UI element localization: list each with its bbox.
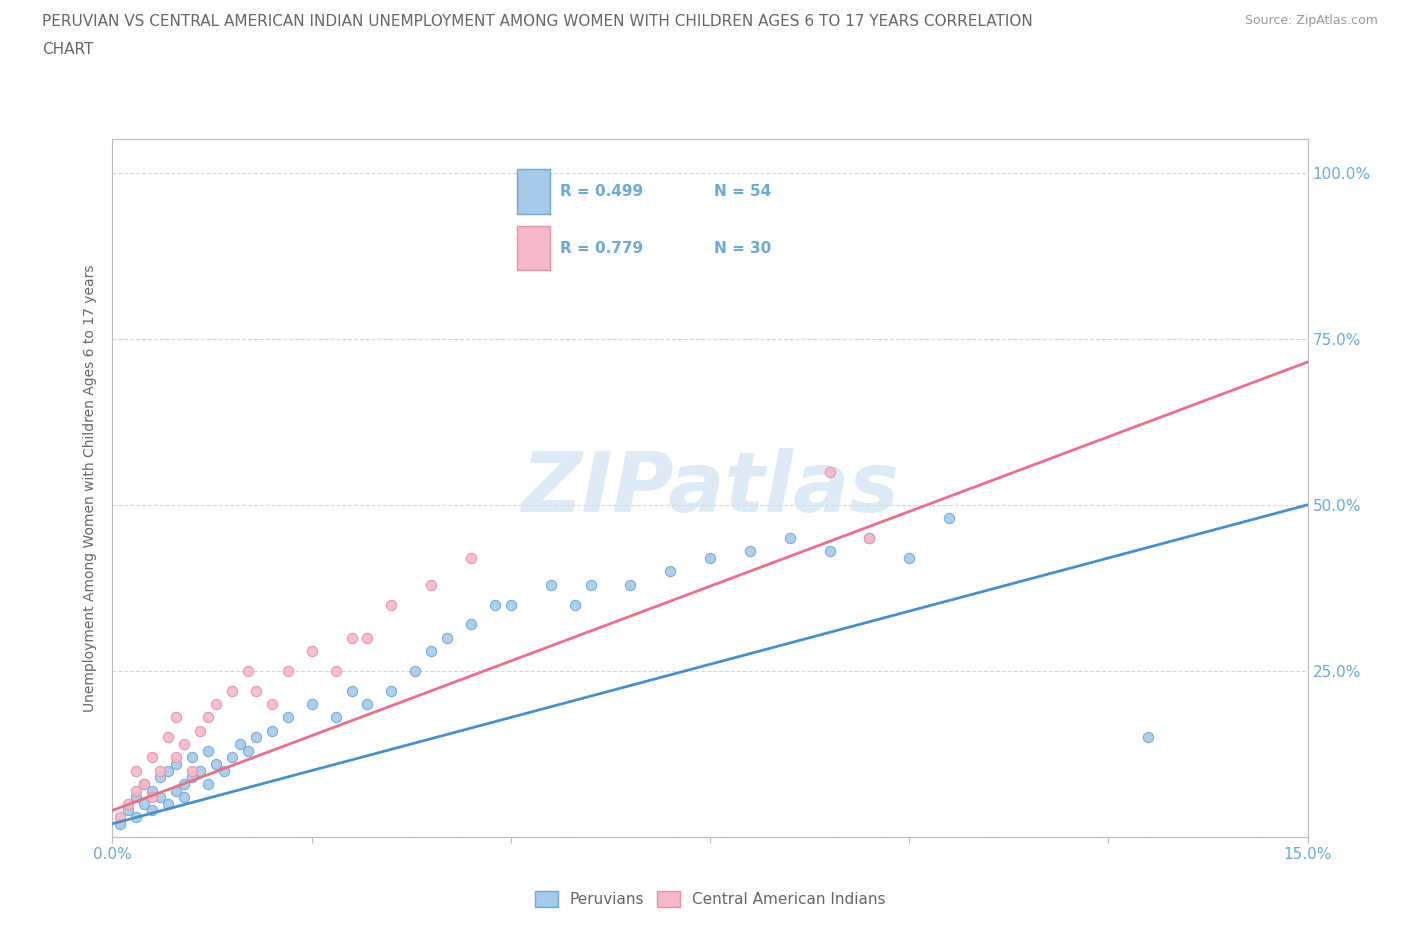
- Point: [125, 783, 148, 798]
- Point: [325, 663, 347, 678]
- Point: [110, 810, 132, 825]
- Point: [117, 796, 139, 811]
- Point: [460, 617, 482, 631]
- Point: [197, 777, 219, 791]
- Point: [236, 663, 259, 678]
- Point: [277, 663, 299, 678]
- Point: [404, 663, 426, 678]
- Point: [221, 750, 243, 764]
- Point: [173, 790, 195, 804]
- Point: [188, 764, 211, 778]
- Point: [181, 764, 204, 778]
- Point: [165, 750, 187, 764]
- Point: [149, 764, 172, 778]
- Point: [157, 764, 180, 778]
- Point: [499, 597, 522, 612]
- Point: [181, 750, 204, 764]
- Point: [818, 544, 841, 559]
- Point: [420, 578, 443, 592]
- Point: [134, 777, 156, 791]
- Point: [340, 684, 363, 698]
- Point: [141, 750, 163, 764]
- Point: [380, 684, 402, 698]
- Point: [738, 544, 761, 559]
- Point: [245, 684, 267, 698]
- Point: [938, 511, 960, 525]
- Point: [197, 710, 219, 724]
- Point: [420, 644, 443, 658]
- Point: [325, 710, 347, 724]
- Point: [301, 644, 323, 658]
- Point: [858, 531, 880, 546]
- Point: [436, 631, 458, 645]
- Point: [540, 578, 562, 592]
- Point: [125, 810, 148, 825]
- Point: [141, 790, 163, 804]
- Point: [173, 737, 195, 751]
- Point: [173, 777, 195, 791]
- Point: [340, 631, 363, 645]
- Point: [125, 764, 148, 778]
- Point: [205, 756, 228, 771]
- Point: [1137, 730, 1160, 745]
- Point: [460, 551, 482, 565]
- Point: [484, 597, 506, 612]
- Y-axis label: Unemployment Among Women with Children Ages 6 to 17 years: Unemployment Among Women with Children A…: [83, 264, 97, 712]
- Point: [619, 578, 641, 592]
- Point: [157, 796, 180, 811]
- Point: [165, 783, 187, 798]
- Point: [181, 770, 204, 785]
- Point: [779, 531, 801, 546]
- Point: [356, 697, 378, 711]
- Point: [110, 817, 132, 831]
- Text: PERUVIAN VS CENTRAL AMERICAN INDIAN UNEMPLOYMENT AMONG WOMEN WITH CHILDREN AGES : PERUVIAN VS CENTRAL AMERICAN INDIAN UNEM…: [42, 14, 1033, 29]
- Point: [898, 551, 921, 565]
- Point: [564, 597, 586, 612]
- Point: [356, 631, 378, 645]
- Point: [236, 743, 259, 758]
- Point: [221, 684, 243, 698]
- Point: [165, 756, 187, 771]
- Point: [699, 551, 721, 565]
- Point: [229, 737, 252, 751]
- Point: [157, 730, 180, 745]
- Point: [141, 803, 163, 817]
- Point: [134, 777, 156, 791]
- Point: [117, 803, 139, 817]
- Point: [141, 783, 163, 798]
- Point: [659, 564, 682, 578]
- Point: [149, 790, 172, 804]
- Point: [301, 697, 323, 711]
- Point: [245, 730, 267, 745]
- Point: [212, 764, 235, 778]
- Point: [197, 743, 219, 758]
- Text: Source: ZipAtlas.com: Source: ZipAtlas.com: [1244, 14, 1378, 27]
- Point: [149, 770, 172, 785]
- Point: [260, 724, 283, 738]
- Point: [579, 578, 602, 592]
- Text: ZIPatlas: ZIPatlas: [522, 447, 898, 529]
- Point: [134, 796, 156, 811]
- Point: [125, 790, 148, 804]
- Point: [818, 464, 841, 479]
- Point: [205, 697, 228, 711]
- Point: [380, 597, 402, 612]
- Legend: Peruvians, Central American Indians: Peruvians, Central American Indians: [529, 884, 891, 913]
- Point: [858, 531, 880, 546]
- Point: [165, 710, 187, 724]
- Text: CHART: CHART: [42, 42, 94, 57]
- Point: [188, 724, 211, 738]
- Point: [260, 697, 283, 711]
- Point: [277, 710, 299, 724]
